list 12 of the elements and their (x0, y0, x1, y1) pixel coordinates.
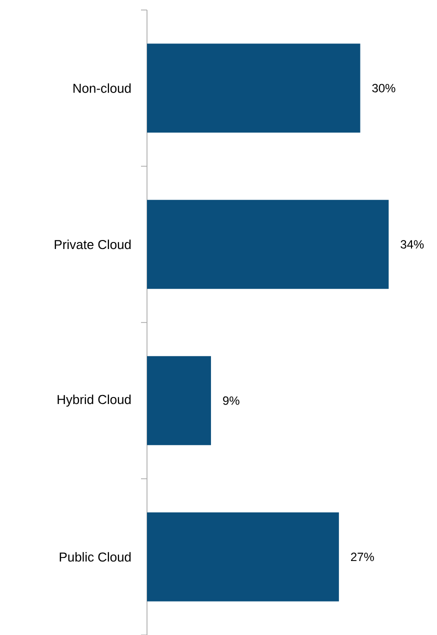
bar (147, 356, 211, 446)
data-label: 34% (400, 240, 424, 249)
y-tick-label: Hybrid Cloud (58, 394, 131, 407)
bar (147, 200, 389, 289)
y-tick-label: Private Cloud (54, 240, 131, 250)
y-tick-label: Public Cloud (60, 552, 131, 562)
data-label: 27% (351, 552, 374, 562)
data-label: 9% (223, 396, 240, 405)
y-tick-label: Non-cloud (74, 83, 131, 93)
bar (147, 44, 360, 133)
data-label: 30% (372, 84, 396, 92)
bar (147, 512, 339, 602)
